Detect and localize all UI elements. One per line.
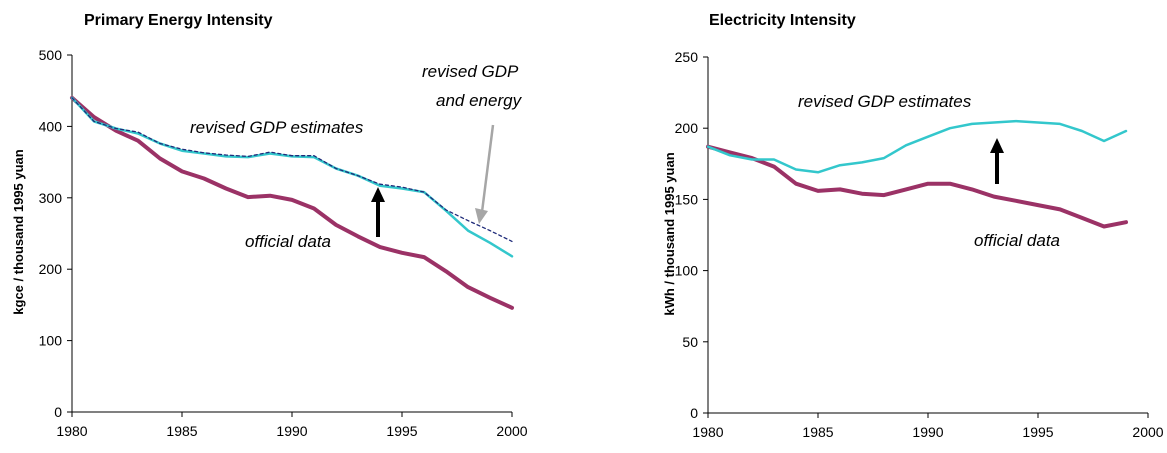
y-ticks: 0 100 200 300 400 500 xyxy=(39,47,72,420)
electricity-chart: Electricity Intensity kWh / thousand 199… xyxy=(662,12,1164,440)
y-axis-label: kgce / thousand 1995 yuan xyxy=(11,149,26,315)
chart-title: Electricity Intensity xyxy=(709,12,856,29)
annotation-revised-gdp-energy-2: and energy xyxy=(436,91,523,110)
annotation-revised-gdp-energy-1: revised GDP xyxy=(422,62,519,81)
annotation-revised-gdp: revised GDP estimates xyxy=(798,92,972,111)
series-line-official-data xyxy=(706,144,1128,229)
series-line-official-data xyxy=(70,95,514,310)
x-ticks: 1980 1985 1990 1995 2000 xyxy=(692,413,1164,440)
series-lines xyxy=(706,119,1128,229)
x-tick-label: 1985 xyxy=(166,423,197,439)
x-tick-label: 2000 xyxy=(496,423,527,439)
x-tick-label: 1995 xyxy=(386,423,417,439)
series-line-revised-gdp-estimates xyxy=(70,96,514,258)
series-line-revised-gdp-estimates xyxy=(706,119,1128,174)
gap-arrow-head xyxy=(990,138,1004,153)
annotation-official-data: official data xyxy=(974,231,1060,250)
y-tick-label: 150 xyxy=(675,191,699,207)
y-tick-label: 500 xyxy=(39,47,63,63)
y-ticks: 0 50 100 150 200 250 xyxy=(675,49,708,421)
annotation-official-data: official data xyxy=(245,232,331,251)
y-tick-label: 300 xyxy=(39,190,63,206)
x-tick-label: 1985 xyxy=(802,424,833,440)
y-tick-label: 0 xyxy=(54,404,62,420)
y-tick-label: 400 xyxy=(39,118,63,134)
x-ticks: 1980 1985 1990 1995 2000 xyxy=(56,412,528,439)
y-axis-label: kWh / thousand 1995 yuan xyxy=(662,152,677,315)
x-tick-label: 1980 xyxy=(56,423,87,439)
y-tick-label: 0 xyxy=(690,405,698,421)
y-tick-label: 250 xyxy=(675,49,699,65)
series-line-revised-gdp-and-energy xyxy=(71,97,513,243)
chart-title: Primary Energy Intensity xyxy=(84,12,273,29)
y-tick-label: 200 xyxy=(39,261,63,277)
x-tick-label: 1980 xyxy=(692,424,723,440)
primary-energy-chart: Primary Energy Intensity kgce / thousand… xyxy=(11,12,528,439)
gap-arrow-head xyxy=(371,187,385,202)
y-tick-label: 50 xyxy=(682,334,698,350)
x-tick-label: 2000 xyxy=(1132,424,1163,440)
x-tick-label: 1990 xyxy=(276,423,307,439)
y-tick-label: 200 xyxy=(675,120,699,136)
y-tick-label: 100 xyxy=(675,263,699,279)
grey-arrow-shaft xyxy=(480,124,495,213)
grey-arrow-head xyxy=(475,208,488,224)
series-lines xyxy=(70,95,514,310)
y-tick-label: 100 xyxy=(39,333,63,349)
x-tick-label: 1990 xyxy=(912,424,943,440)
annotation-revised-gdp: revised GDP estimates xyxy=(190,118,364,137)
x-tick-label: 1995 xyxy=(1022,424,1053,440)
